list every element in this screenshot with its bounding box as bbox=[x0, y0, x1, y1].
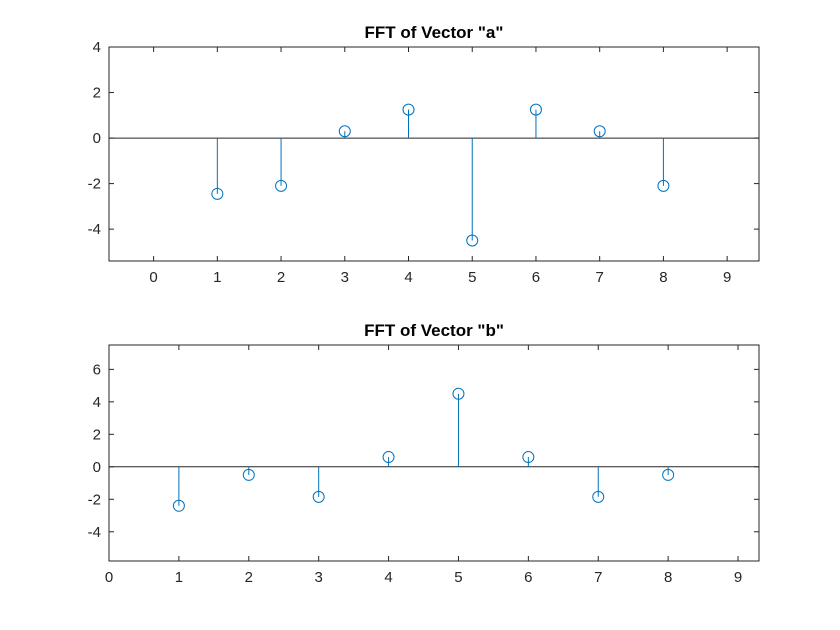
stem-marker-a-5 bbox=[529, 103, 542, 116]
stem-marker-b-3 bbox=[382, 451, 395, 464]
axes-box-a bbox=[108, 46, 760, 262]
x-tick-label-a-1: 1 bbox=[213, 269, 221, 286]
stem-marker-a-2 bbox=[338, 125, 351, 138]
x-tick-label-a-9: 9 bbox=[723, 269, 731, 286]
stem-marker-b-6 bbox=[592, 490, 605, 503]
x-tick-label-b-3: 3 bbox=[315, 569, 323, 586]
stem-marker-b-4 bbox=[452, 387, 465, 400]
x-tick-label-b-5: 5 bbox=[454, 569, 462, 586]
subplot-fft-b: FFT of Vector "b" 0 1 2 3 4 5 6 7 8 9 -4 -2 0 2 4 6 bbox=[88, 321, 760, 586]
y-tick-label-b-1: -2 bbox=[88, 491, 101, 508]
axes-box-b bbox=[108, 344, 760, 562]
x-tick-label-a-3: 3 bbox=[341, 269, 349, 286]
y-tick-label-b-5: 6 bbox=[93, 361, 101, 378]
stem-marker-a-6 bbox=[593, 125, 606, 138]
stem-marker-b-2 bbox=[312, 490, 325, 503]
x-tick-label-b-7: 7 bbox=[594, 569, 602, 586]
subplot-fft-a: FFT of Vector "a" 0 1 2 3 4 5 6 7 8 9 -4 -2 0 2 4 bbox=[88, 23, 760, 286]
chart-title-a: FFT of Vector "a" bbox=[365, 23, 504, 42]
x-tick-label-a-7: 7 bbox=[596, 269, 604, 286]
chart-title-b: FFT of Vector "b" bbox=[364, 321, 504, 340]
stems-b bbox=[109, 387, 759, 512]
stem-marker-a-7 bbox=[657, 179, 670, 192]
x-tick-label-b-0: 0 bbox=[105, 569, 113, 586]
y-tick-label-b-3: 2 bbox=[93, 426, 101, 443]
x-tick-label-b-8: 8 bbox=[664, 569, 672, 586]
ticks-b: 0 1 2 3 4 5 6 7 8 9 -4 -2 0 2 4 6 bbox=[88, 345, 759, 586]
stem-marker-b-1 bbox=[242, 468, 255, 481]
x-tick-label-b-1: 1 bbox=[175, 569, 183, 586]
stem-marker-a-3 bbox=[402, 103, 415, 116]
x-tick-label-a-2: 2 bbox=[277, 269, 285, 286]
x-tick-label-a-4: 4 bbox=[404, 269, 412, 286]
stems-a bbox=[109, 103, 759, 247]
x-tick-label-b-6: 6 bbox=[524, 569, 532, 586]
stem-marker-a-1 bbox=[275, 179, 288, 192]
stem-marker-b-5 bbox=[522, 451, 535, 464]
x-tick-label-b-4: 4 bbox=[384, 569, 392, 586]
stem-marker-b-0 bbox=[172, 499, 185, 512]
y-tick-label-a-2: 0 bbox=[93, 130, 101, 147]
x-tick-label-a-5: 5 bbox=[468, 269, 476, 286]
ticks-a: 0 1 2 3 4 5 6 7 8 9 -4 -2 0 2 4 bbox=[88, 39, 759, 286]
y-tick-label-b-4: 4 bbox=[93, 394, 101, 411]
stem-marker-a-0 bbox=[211, 187, 224, 200]
stem-marker-b-7 bbox=[662, 468, 675, 481]
x-tick-label-a-8: 8 bbox=[659, 269, 667, 286]
y-tick-label-b-0: -4 bbox=[88, 524, 101, 541]
x-tick-label-a-0: 0 bbox=[149, 269, 157, 286]
x-tick-label-b-2: 2 bbox=[245, 569, 253, 586]
x-tick-label-a-6: 6 bbox=[532, 269, 540, 286]
y-tick-label-a-1: -2 bbox=[88, 176, 101, 193]
x-tick-label-b-9: 9 bbox=[734, 569, 742, 586]
stem-marker-a-4 bbox=[466, 234, 479, 247]
y-tick-label-a-4: 4 bbox=[93, 39, 101, 56]
y-tick-label-a-0: -4 bbox=[88, 221, 101, 238]
y-tick-label-a-3: 2 bbox=[93, 85, 101, 102]
y-tick-label-b-2: 0 bbox=[93, 459, 101, 476]
